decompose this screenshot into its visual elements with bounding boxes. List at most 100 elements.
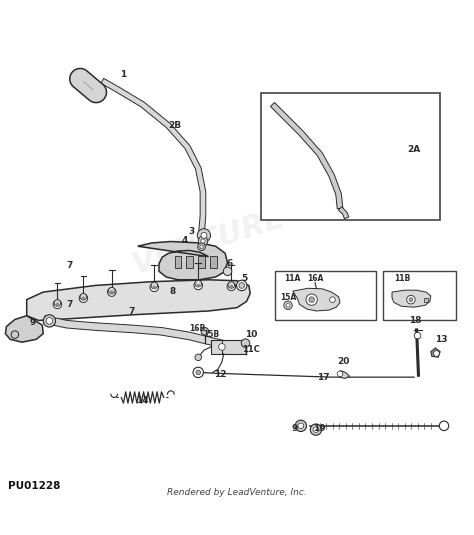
Text: 13: 13 — [436, 335, 448, 344]
Circle shape — [197, 229, 210, 242]
Text: 1: 1 — [120, 71, 126, 79]
Text: 15B: 15B — [203, 330, 219, 339]
Polygon shape — [70, 68, 107, 103]
Bar — [275, 271, 376, 320]
Bar — [261, 93, 440, 220]
Circle shape — [310, 424, 321, 435]
Circle shape — [54, 300, 61, 306]
Polygon shape — [138, 241, 228, 280]
Circle shape — [228, 282, 235, 288]
Polygon shape — [431, 348, 440, 357]
Circle shape — [313, 427, 319, 432]
Text: 20: 20 — [337, 357, 349, 366]
Text: 2A: 2A — [407, 145, 420, 154]
Circle shape — [43, 315, 55, 327]
Text: 2B: 2B — [168, 121, 182, 131]
Circle shape — [197, 284, 200, 287]
Circle shape — [151, 282, 157, 289]
Circle shape — [194, 281, 202, 290]
Circle shape — [196, 370, 201, 375]
Circle shape — [46, 318, 53, 324]
Circle shape — [153, 286, 156, 289]
Text: 7: 7 — [66, 300, 73, 309]
Bar — [186, 256, 193, 269]
Bar — [198, 256, 205, 269]
Text: 3: 3 — [189, 227, 195, 236]
Text: 9: 9 — [292, 424, 298, 433]
Circle shape — [414, 332, 421, 339]
Text: 17: 17 — [318, 373, 330, 382]
Polygon shape — [44, 316, 238, 351]
Circle shape — [200, 245, 203, 248]
Circle shape — [227, 282, 236, 291]
Bar — [424, 298, 428, 302]
Circle shape — [201, 327, 209, 335]
Circle shape — [198, 243, 205, 250]
Circle shape — [434, 350, 439, 356]
Circle shape — [198, 236, 208, 246]
Text: 8: 8 — [170, 287, 176, 296]
Bar — [383, 271, 456, 320]
Text: 4: 4 — [181, 236, 188, 245]
Text: 6: 6 — [227, 258, 233, 268]
Polygon shape — [101, 78, 206, 232]
Circle shape — [11, 331, 18, 339]
Bar — [174, 256, 181, 269]
Text: 18: 18 — [409, 316, 421, 325]
Circle shape — [223, 267, 232, 276]
Text: 11A: 11A — [284, 273, 301, 282]
Circle shape — [237, 280, 247, 291]
Circle shape — [298, 423, 304, 429]
Circle shape — [201, 232, 207, 238]
Polygon shape — [271, 102, 343, 209]
Circle shape — [219, 343, 225, 350]
Text: 7: 7 — [66, 261, 73, 270]
Circle shape — [239, 282, 245, 288]
Circle shape — [230, 285, 233, 288]
Circle shape — [56, 303, 59, 306]
Text: 12: 12 — [214, 370, 227, 379]
Text: 11C: 11C — [242, 345, 260, 354]
Circle shape — [284, 301, 292, 310]
Text: VENTURE: VENTURE — [128, 203, 289, 280]
Circle shape — [409, 298, 413, 302]
Text: 5: 5 — [241, 273, 247, 282]
Polygon shape — [392, 290, 431, 307]
Text: 10: 10 — [246, 330, 258, 339]
Circle shape — [241, 339, 250, 347]
Text: 14: 14 — [136, 395, 148, 404]
Text: 7: 7 — [128, 307, 135, 316]
Circle shape — [109, 287, 115, 294]
Text: PU01228: PU01228 — [8, 480, 60, 491]
Circle shape — [79, 294, 88, 302]
Bar — [211, 340, 246, 354]
Circle shape — [108, 288, 116, 296]
Circle shape — [195, 280, 201, 287]
Text: 16B: 16B — [189, 324, 205, 333]
Bar — [210, 256, 217, 269]
Circle shape — [306, 294, 318, 305]
Circle shape — [439, 421, 449, 431]
Circle shape — [193, 367, 203, 378]
Circle shape — [201, 239, 205, 243]
Polygon shape — [293, 288, 340, 311]
Circle shape — [53, 300, 62, 309]
Circle shape — [337, 371, 343, 377]
Polygon shape — [27, 280, 250, 320]
Circle shape — [407, 295, 415, 304]
Text: 16A: 16A — [307, 273, 323, 282]
Circle shape — [295, 420, 307, 432]
Circle shape — [110, 291, 113, 294]
Circle shape — [150, 283, 158, 292]
Circle shape — [286, 303, 290, 307]
Text: 11B: 11B — [394, 273, 410, 282]
Text: Rendered by LeadVenture, Inc.: Rendered by LeadVenture, Inc. — [167, 488, 307, 496]
Circle shape — [195, 354, 201, 361]
Circle shape — [80, 294, 87, 300]
Text: 19: 19 — [313, 424, 325, 433]
Polygon shape — [338, 207, 349, 219]
Polygon shape — [5, 316, 43, 342]
Polygon shape — [340, 371, 349, 379]
Circle shape — [309, 297, 315, 302]
Circle shape — [329, 297, 335, 302]
